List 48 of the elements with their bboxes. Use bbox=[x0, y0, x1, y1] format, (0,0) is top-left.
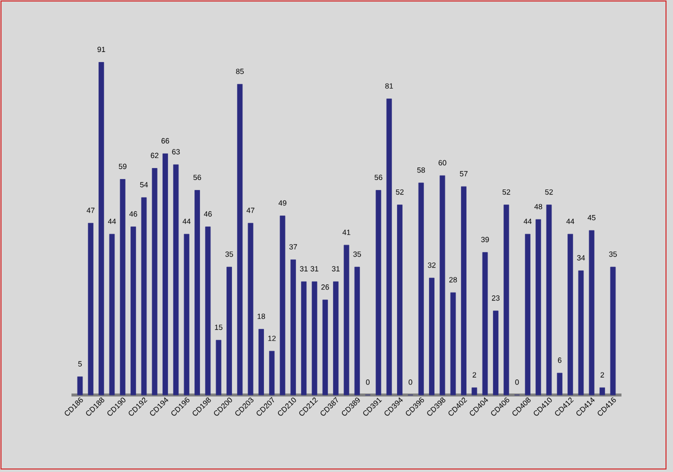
bar bbox=[568, 234, 574, 396]
bar bbox=[354, 266, 360, 396]
bar bbox=[450, 292, 456, 396]
bar bbox=[472, 387, 478, 396]
bar bbox=[226, 266, 232, 396]
bar bbox=[504, 204, 510, 396]
bar bbox=[205, 226, 211, 396]
bar bbox=[556, 372, 562, 396]
bar bbox=[322, 300, 328, 396]
bar bbox=[258, 328, 264, 396]
bar bbox=[237, 84, 243, 396]
bar bbox=[600, 387, 605, 396]
bar bbox=[376, 190, 382, 396]
bar bbox=[440, 175, 446, 396]
bar bbox=[173, 164, 179, 396]
bar bbox=[184, 234, 190, 396]
bar bbox=[546, 204, 552, 396]
bar bbox=[344, 244, 350, 396]
bar bbox=[88, 222, 94, 396]
bar bbox=[461, 186, 466, 396]
bar bbox=[290, 260, 296, 396]
bar bbox=[248, 222, 254, 396]
bar bbox=[524, 234, 530, 396]
bar bbox=[120, 179, 126, 396]
bar bbox=[152, 168, 158, 396]
bar bbox=[141, 197, 147, 396]
bar bbox=[386, 98, 392, 396]
bar bbox=[610, 266, 616, 396]
bar bbox=[216, 340, 222, 396]
bar bbox=[130, 226, 136, 396]
bar bbox=[162, 153, 168, 396]
bar bbox=[397, 204, 402, 396]
bar bbox=[482, 252, 488, 396]
bar bbox=[578, 270, 584, 396]
bar bbox=[109, 234, 115, 396]
bar bbox=[269, 350, 275, 396]
bar bbox=[280, 216, 286, 396]
bar bbox=[77, 376, 83, 396]
bar bbox=[429, 278, 434, 396]
bar bbox=[98, 62, 104, 396]
bar bbox=[301, 281, 307, 396]
bar bbox=[333, 281, 339, 396]
bar bbox=[312, 281, 318, 396]
bar bbox=[194, 190, 200, 396]
bar bbox=[536, 219, 542, 396]
bar bbox=[493, 310, 498, 396]
bar bbox=[418, 182, 424, 396]
bar bbox=[588, 230, 594, 396]
